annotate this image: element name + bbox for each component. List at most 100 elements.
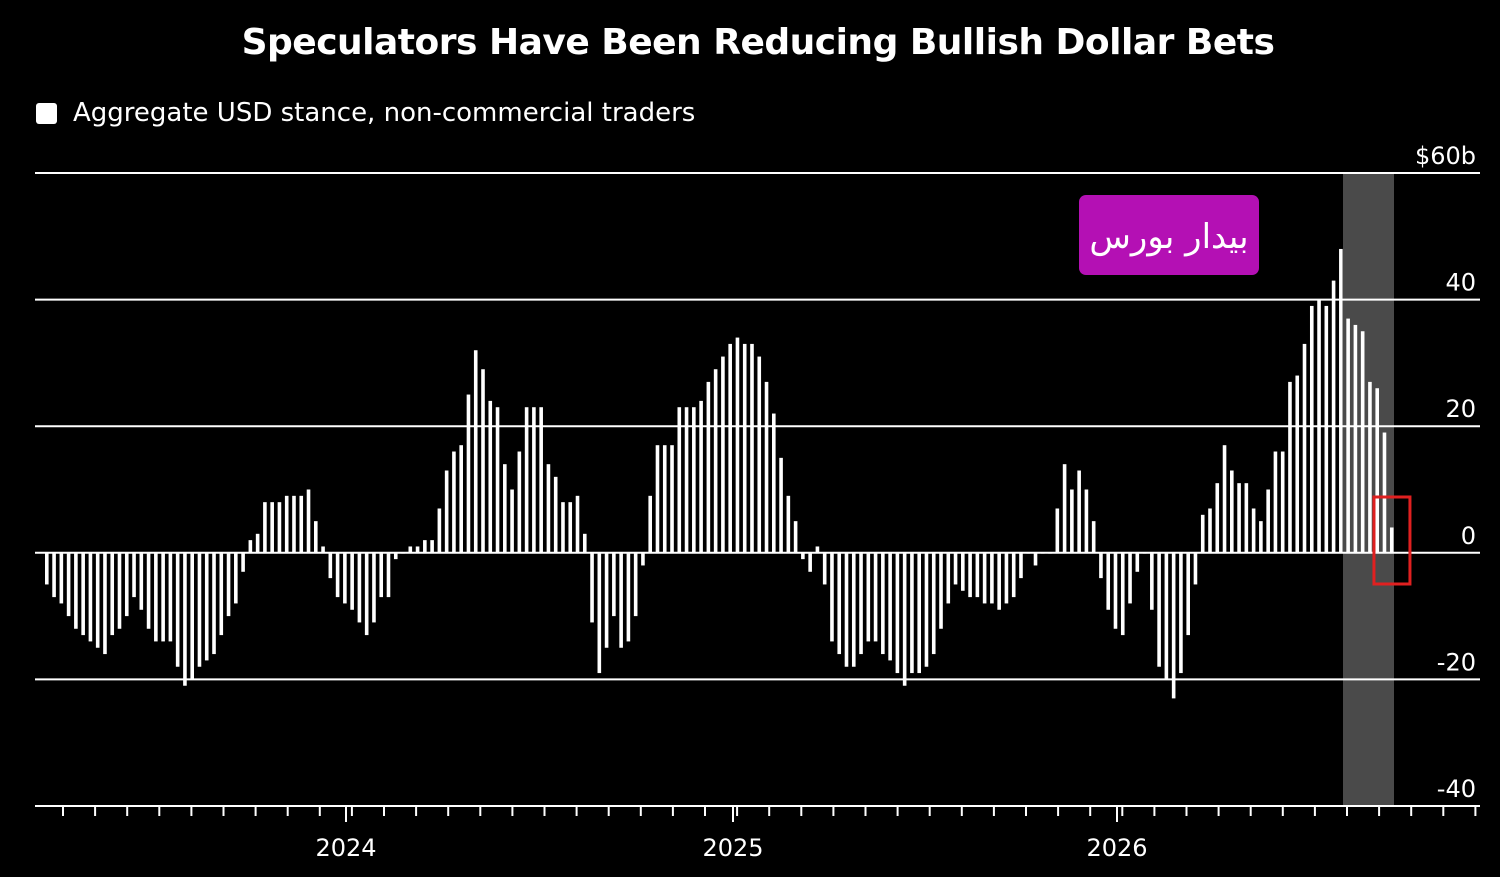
- bar: [277, 502, 282, 553]
- bar: [1259, 521, 1263, 553]
- bar: [822, 552, 827, 585]
- bar: [612, 552, 616, 617]
- bar: [1389, 527, 1394, 553]
- bar: [248, 540, 253, 553]
- bar: [902, 552, 907, 686]
- bar: [1157, 552, 1161, 667]
- bar: [401, 552, 405, 554]
- bar: [517, 451, 522, 553]
- bar: [735, 337, 740, 553]
- bar: [939, 552, 943, 629]
- bar: [924, 552, 929, 667]
- bar: [1237, 483, 1241, 553]
- bar: [910, 552, 914, 674]
- bar: [124, 552, 129, 617]
- bar: [466, 394, 471, 553]
- bar: [597, 552, 602, 674]
- bar: [452, 451, 456, 553]
- bar: [379, 552, 384, 598]
- bar: [343, 552, 347, 604]
- bar: [270, 502, 274, 553]
- bar: [117, 552, 122, 629]
- bar: [357, 552, 362, 623]
- bar: [1331, 280, 1336, 553]
- bar: [1368, 381, 1372, 553]
- bar: [553, 476, 558, 553]
- bar: [582, 533, 587, 553]
- bar: [386, 552, 391, 598]
- bar: [146, 552, 151, 629]
- bar: [641, 552, 645, 566]
- bar: [415, 546, 420, 553]
- bar: [793, 521, 798, 553]
- bar: [1309, 305, 1314, 553]
- bar: [1150, 552, 1154, 610]
- bar: [74, 552, 78, 629]
- bar: [183, 552, 187, 686]
- bar: [510, 489, 514, 553]
- bar: [1280, 451, 1285, 553]
- bar: [204, 552, 209, 661]
- bar: [503, 464, 507, 553]
- bar: [1113, 552, 1118, 629]
- bar: [721, 356, 725, 553]
- bar: [1128, 552, 1132, 604]
- bar: [779, 457, 783, 553]
- bar: [299, 495, 304, 553]
- bar: [750, 343, 754, 553]
- bar: [444, 470, 449, 553]
- bar: [670, 445, 674, 553]
- bar: [1099, 552, 1103, 579]
- bar: [1106, 552, 1111, 610]
- bar: [1375, 388, 1380, 553]
- bar: [590, 552, 594, 623]
- bar: [742, 343, 747, 553]
- bar: [1186, 552, 1190, 636]
- y-tick-label: -40: [1437, 775, 1476, 803]
- bar: [844, 552, 849, 667]
- bar: [975, 552, 980, 598]
- bar: [132, 552, 136, 598]
- bar: [219, 552, 224, 636]
- bar: [881, 552, 885, 655]
- bar: [81, 552, 85, 636]
- bar: [706, 381, 711, 553]
- bar: [488, 400, 493, 553]
- bar: [1346, 318, 1350, 553]
- bar: [1266, 489, 1270, 553]
- bar: [52, 552, 56, 598]
- bar: [1055, 508, 1060, 553]
- bar: [1288, 381, 1292, 553]
- bar: [561, 502, 565, 553]
- bar: [1353, 324, 1358, 553]
- bar: [495, 407, 500, 553]
- bar: [45, 552, 49, 585]
- x-tick-label: 2026: [1086, 834, 1147, 862]
- bar: [953, 552, 958, 585]
- bar: [393, 552, 398, 560]
- bar: [1040, 552, 1045, 554]
- bar: [226, 552, 231, 617]
- bar: [1091, 521, 1096, 553]
- bar: [830, 552, 834, 642]
- bar: [1215, 483, 1220, 553]
- bar: [234, 552, 238, 604]
- bar: [866, 552, 871, 642]
- bar: [801, 552, 805, 560]
- bar: [1360, 331, 1365, 553]
- bar: [1171, 552, 1176, 699]
- bar: [997, 552, 1001, 610]
- bar: [1033, 552, 1038, 566]
- watermark-badge: [1079, 195, 1259, 275]
- bar: [604, 552, 609, 648]
- bar: [59, 552, 64, 604]
- bar: [423, 540, 427, 553]
- watermark: بیدار بورس: [1079, 195, 1259, 275]
- bar: [1077, 470, 1081, 553]
- bar: [197, 552, 202, 667]
- bar: [990, 552, 994, 604]
- bar: [103, 552, 107, 655]
- bar: [139, 552, 144, 610]
- bar: [284, 495, 289, 553]
